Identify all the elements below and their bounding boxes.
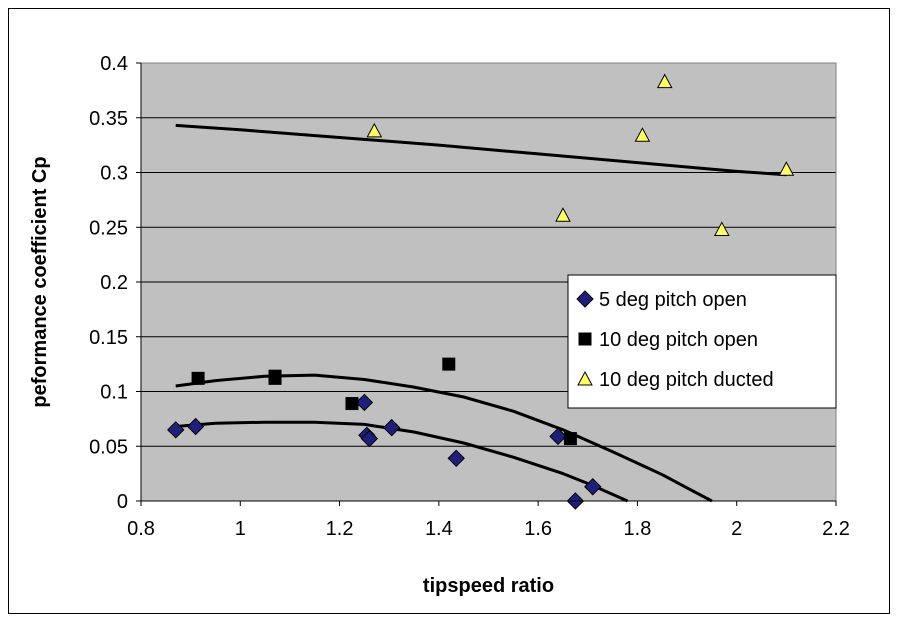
data-point-series-2 <box>345 397 359 411</box>
x-tick-label: 1.8 <box>624 518 652 540</box>
data-point-series-3 <box>656 73 673 89</box>
data-point-series-1 <box>584 478 602 496</box>
y-tick-label: 0.2 <box>100 272 128 294</box>
legend: 5 deg pitch open 10 deg pitch open 10 deg … <box>567 274 837 409</box>
legend-label: 10 deg pitch open <box>599 329 758 351</box>
data-point-series-1 <box>549 427 567 446</box>
data-point-series-1 <box>186 417 205 436</box>
y-axis-title: peformance coefficient Cp <box>29 156 51 407</box>
data-points <box>167 73 795 510</box>
data-point-series-2 <box>268 371 282 385</box>
data-point-series-1 <box>355 393 374 412</box>
data-point-series-1 <box>360 429 379 448</box>
data-point-series-2 <box>191 371 205 385</box>
legend-marker <box>577 370 593 386</box>
y-tick-label: 0.3 <box>100 163 128 185</box>
legend-label: 10 deg pitch ducted <box>599 369 774 391</box>
data-point-series-3 <box>555 207 571 222</box>
trendline <box>175 373 713 503</box>
data-point-series-3 <box>713 221 730 236</box>
x-tick-label: 0.8 <box>127 518 155 540</box>
x-axis-title: tipspeed ratio <box>423 575 554 597</box>
data-point-series-3 <box>778 161 795 176</box>
x-tick-label: 1 <box>235 518 246 540</box>
y-tick-label: 0.05 <box>89 436 128 458</box>
legend-marker <box>578 332 592 346</box>
data-point-series-1 <box>167 421 185 439</box>
data-point-series-1 <box>447 449 465 468</box>
legend-marker <box>576 290 594 308</box>
data-point-series-2 <box>442 357 456 371</box>
x-tick-label: 1.2 <box>326 518 354 540</box>
x-tick-label: 1.6 <box>524 518 552 540</box>
x-tick-label: 2 <box>731 518 742 540</box>
y-tick-label: 0.35 <box>89 108 128 130</box>
legend-label: 5 deg pitch open <box>599 289 747 311</box>
y-tick-label: 0.4 <box>100 53 128 75</box>
axes <box>136 62 837 506</box>
y-tick-label: 0.25 <box>89 217 128 239</box>
data-point-series-3 <box>634 127 651 142</box>
chart-frame <box>8 8 890 614</box>
y-tick-label: 0.1 <box>100 382 128 404</box>
trendline <box>175 123 787 177</box>
data-point-series-1 <box>382 418 401 437</box>
y-tick-label: 0.15 <box>89 327 128 349</box>
y-tick-label: 0 <box>117 491 128 513</box>
data-point-series-3 <box>366 122 383 138</box>
tick-labels: 0.8 1 1.2 1.4 1.6 1.8 2 2.2 0 0.05 0.1 0.15 0.2 0.25 0… <box>89 53 850 540</box>
x-tick-label: 2.2 <box>822 518 850 540</box>
x-tick-label: 1.4 <box>425 518 453 540</box>
legend-box <box>567 274 837 409</box>
data-point-series-2 <box>563 432 577 446</box>
